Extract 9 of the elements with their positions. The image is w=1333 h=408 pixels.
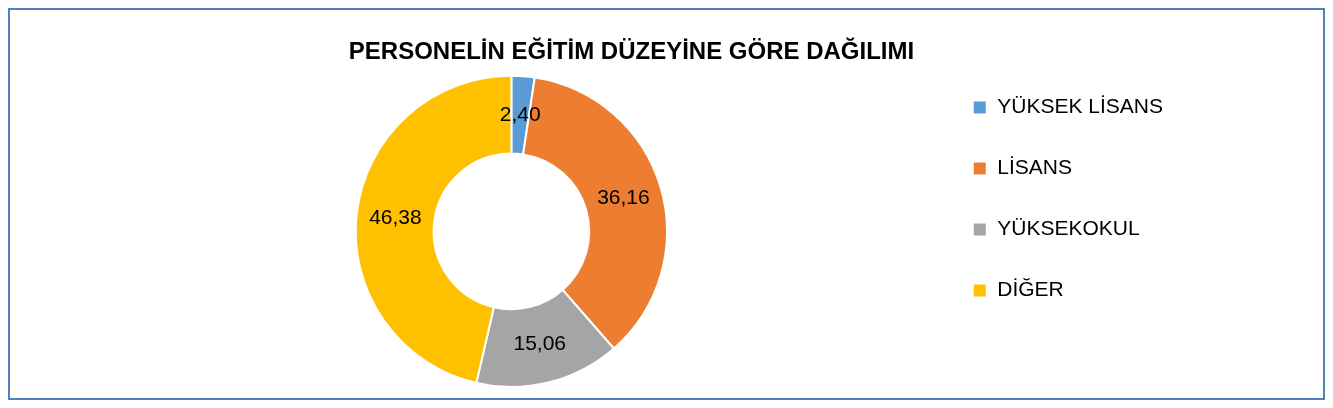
- legend-label: DİĞER: [997, 277, 1064, 301]
- data-label: 36,16: [597, 185, 650, 209]
- data-label: 15,06: [513, 331, 567, 355]
- legend-label: YÜKSEKOKUL: [997, 216, 1140, 240]
- legend-label: LİSANS: [997, 155, 1072, 179]
- legend-label: YÜKSEK LİSANS: [997, 94, 1163, 118]
- data-label: 46,38: [369, 204, 422, 228]
- chart-title: PERSONELİN EĞİTİM DÜZEYİNE GÖRE DAĞILIMI: [348, 37, 915, 65]
- data-label: 2,40: [499, 101, 541, 125]
